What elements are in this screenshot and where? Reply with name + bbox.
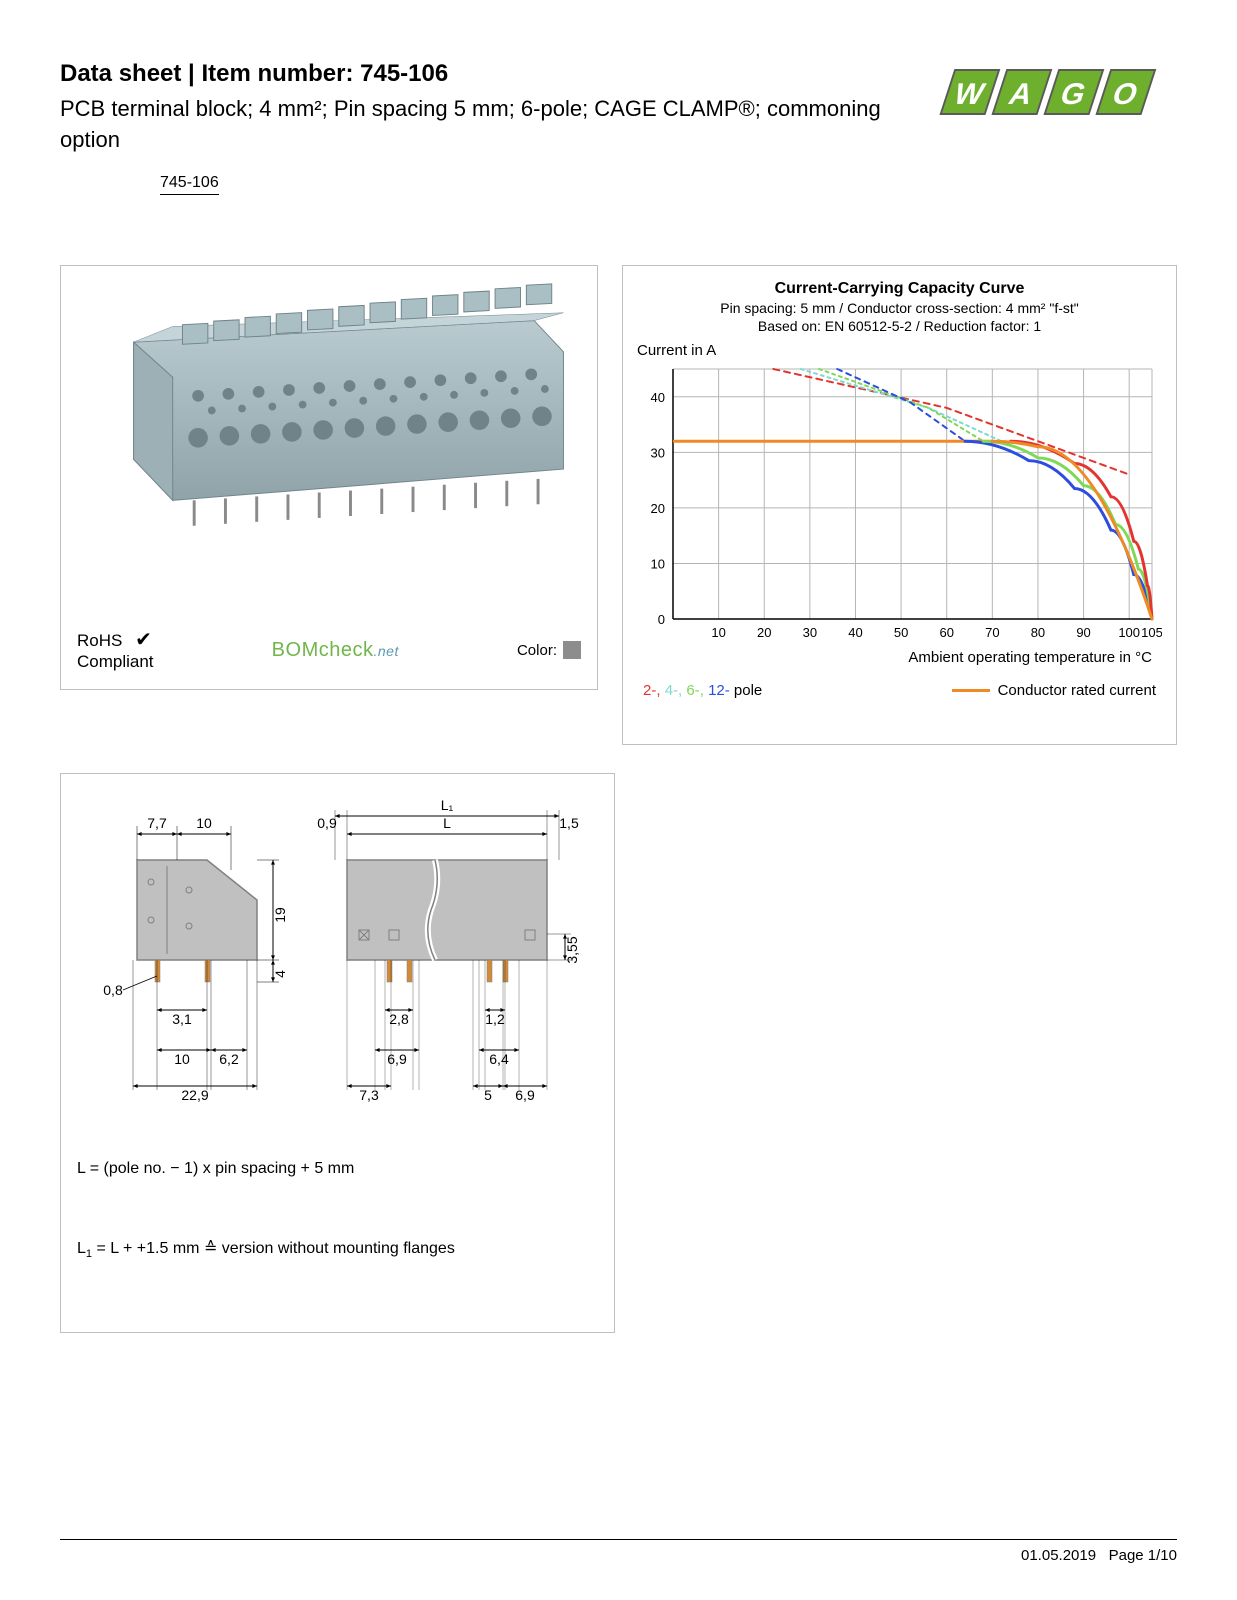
svg-text:1,5: 1,5 [559,815,579,831]
color-swatch [563,641,581,659]
svg-text:0,9: 0,9 [317,815,337,831]
svg-text:30: 30 [803,625,817,640]
svg-text:5: 5 [484,1087,492,1103]
svg-text:4: 4 [272,969,288,977]
svg-text:20: 20 [651,500,665,515]
svg-text:6,9: 6,9 [515,1087,535,1103]
svg-text:90: 90 [1076,625,1090,640]
svg-text:100: 100 [1118,625,1140,640]
svg-text:70: 70 [985,625,999,640]
svg-text:50: 50 [894,625,908,640]
wago-logo: W A G O [917,64,1177,120]
svg-text:6,4: 6,4 [489,1051,509,1067]
svg-text:3,55: 3,55 [564,936,580,963]
svg-text:40: 40 [651,389,665,404]
svg-text:10: 10 [174,1051,190,1067]
rated-line-icon [952,689,990,692]
legend-pole-suffix: pole [730,682,763,699]
panels-row: RoHS ✔ Compliant BOMcheck.net Color: Cur… [60,265,1177,745]
footer: 01.05.2019 Page 1/10 [1021,1547,1177,1564]
capacity-chart: 10 20 30 40 50 60 70 80 90 100105 0 10 20 30 40 [637,363,1162,643]
svg-text:60: 60 [939,625,953,640]
header: Data sheet | Item number: 745-106 PCB te… [60,60,1177,195]
separator: | [181,60,201,87]
header-text: Data sheet | Item number: 745-106 PCB te… [60,60,917,195]
item-label: Item number: 745-106 [201,60,448,87]
datasheet-title: Data sheet | Item number: 745-106 [60,60,917,88]
formula-L1: L1 = L + +1.5 mm ≙ version without mount… [77,1238,598,1260]
legend-pole-4: 4-, [665,682,687,699]
svg-text:19: 19 [272,907,288,923]
rohs-text: RoHS [77,631,122,650]
svg-text:2,8: 2,8 [389,1011,409,1027]
chart-title: Current-Carrying Capacity Curve [637,280,1162,298]
chart-y-label: Current in A [637,342,1162,359]
f2-pre: L [77,1240,86,1257]
svg-text:80: 80 [1031,625,1045,640]
svg-text:0,8: 0,8 [103,982,123,998]
legend-rated: Conductor rated current [952,682,1156,699]
svg-text:10: 10 [711,625,725,640]
svg-text:L₁: L₁ [441,797,454,813]
svg-text:40: 40 [848,625,862,640]
chart-subtitle-1: Pin spacing: 5 mm / Conductor cross-sect… [637,300,1162,316]
bomcheck-main: BOMcheck [272,639,374,661]
chart-subtitle-2: Based on: EN 60512-5-2 / Reduction facto… [637,318,1162,334]
svg-text:L: L [443,815,451,831]
svg-text:6,2: 6,2 [219,1051,239,1067]
dimensions-panel: 7,7 10 19 4 0,8 3,1 10 6,2 22,9 L₁ L 0,9 1,5 3,55 2,8 1… [60,773,615,1333]
color-indicator: Color: [517,641,581,659]
svg-text:7,7: 7,7 [147,815,167,831]
legend-pole-6: 6-, [686,682,708,699]
chart-panel: Current-Carrying Capacity Curve Pin spac… [622,265,1177,745]
footer-date: 01.05.2019 [1021,1547,1096,1564]
chart-x-label: Ambient operating temperature in °C [637,649,1162,666]
svg-text:105: 105 [1141,625,1162,640]
svg-text:7,3: 7,3 [359,1087,379,1103]
product-image-panel: RoHS ✔ Compliant BOMcheck.net Color: [60,265,598,690]
svg-text:10: 10 [651,556,665,571]
product-illustration [75,280,583,580]
legend-pole-2: 2-, [643,682,665,699]
compliance-row: RoHS ✔ Compliant BOMcheck.net Color: [77,628,581,672]
footer-page: Page 1/10 [1109,1547,1177,1564]
legend-pole-12: 12- [708,682,730,699]
legend-poles: 2-, 4-, 6-, 12- pole [643,682,762,699]
svg-text:30: 30 [651,445,665,460]
svg-text:20: 20 [757,625,771,640]
svg-text:10: 10 [196,815,212,831]
dimension-drawing: 7,7 10 19 4 0,8 3,1 10 6,2 22,9 L₁ L 0,9 1,5 3,55 2,8 1… [77,790,597,1120]
rohs-compliant: Compliant [77,652,154,671]
check-icon: ✔ [135,629,152,651]
datasheet-description: PCB terminal block; 4 mm²; Pin spacing 5… [60,94,917,156]
footer-rule [60,1539,1177,1540]
bomcheck-net: .net [373,643,398,659]
item-badge: 745-106 [160,174,219,195]
bomcheck-badge: BOMcheck.net [272,639,399,662]
svg-text:6,9: 6,9 [387,1051,407,1067]
rohs-badge: RoHS ✔ Compliant [77,628,154,672]
svg-text:3,1: 3,1 [172,1011,192,1027]
svg-text:22,9: 22,9 [181,1087,208,1103]
legend-rated-label: Conductor rated current [998,682,1156,699]
formula-L: L = (pole no. − 1) x pin spacing + 5 mm [77,1160,598,1178]
chart-legend: 2-, 4-, 6-, 12- pole Conductor rated cur… [637,682,1162,699]
svg-text:0: 0 [658,612,665,627]
ds-label: Data sheet [60,60,181,87]
color-label: Color: [517,642,557,659]
svg-text:1,2: 1,2 [485,1011,505,1027]
f2-post: = L + +1.5 mm ≙ version without mounting… [92,1240,455,1257]
